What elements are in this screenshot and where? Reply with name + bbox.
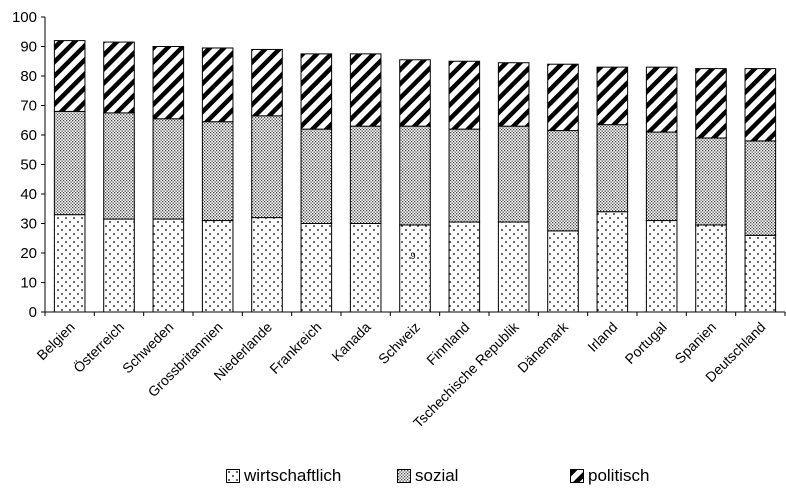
legend-swatch-stripes-icon [570,469,584,483]
x-tick-label: Dänemark [514,318,572,376]
y-tick-label: 70 [20,98,37,115]
bar-segment-wirtschaftlich [300,223,333,313]
bar-segment-sozial [596,124,629,213]
bar-segment-politisch [201,47,234,123]
legend-swatch-dense-icon [397,469,411,483]
bar-segment-wirtschaftlich [152,218,185,313]
x-tick-label: Spanien [671,319,719,367]
legend-item-politisch: politisch [570,466,649,486]
y-tick-label: 80 [20,68,37,85]
y-tick-label: 0 [29,304,37,321]
bar-segment-sozial [201,121,234,222]
x-tick-label: Österreich [69,318,127,376]
bar-segment-wirtschaftlich [497,221,530,313]
bar-segment-sozial [399,125,431,226]
bar-segment-politisch [547,63,579,132]
x-tick-label: Kanada [328,319,374,365]
y-tick-label: 10 [20,275,37,292]
bar-segment-politisch [695,68,727,139]
bar-segment-politisch [53,40,86,112]
bar-segment-wirtschaftlich [596,211,629,313]
bar-segment-politisch [300,53,333,130]
bar-segment-sozial [349,125,382,224]
y-tick-label: 20 [20,245,37,262]
x-tick-label: Finnland [423,319,472,368]
legend-label: politisch [588,466,650,485]
x-tick-label: Frankreich [266,319,324,377]
bar-segment-wirtschaftlich [547,230,579,313]
annotation-text: 9 [410,251,415,261]
bar-segment-wirtschaftlich [399,224,431,313]
bar-segment-politisch [251,48,283,117]
bar-segment-sozial [695,137,727,226]
bar-segment-wirtschaftlich [448,221,481,313]
y-tick-label: 60 [20,127,37,144]
x-tick-label: Portugal [622,319,670,367]
y-tick-label: 90 [20,39,37,56]
bar-segment-wirtschaftlich [645,220,678,313]
bar-segment-politisch [645,66,678,133]
bar-segment-sozial [53,110,86,216]
legend-swatch-dots-icon [226,469,240,483]
bar-segment-sozial [547,130,579,232]
bar-segment-sozial [300,128,333,225]
bar-segment-sozial [497,125,530,223]
bar-segment-wirtschaftlich [103,218,135,313]
bar-segment-wirtschaftlich [744,234,777,313]
bar-segment-politisch [497,62,530,127]
y-tick-label: 30 [20,216,37,233]
legend-label: sozial [415,466,459,485]
bar-segment-sozial [448,128,481,223]
y-tick-label: 40 [20,186,37,203]
bar-segment-sozial [103,112,135,220]
x-tick-label: Belgien [33,319,77,363]
legend-item-sozial: sozial [397,466,458,486]
bar-segment-politisch [744,68,777,142]
bar-segment-sozial [152,118,185,220]
legend-item-wirtschaftlich: wirtschaftlich [226,466,341,486]
bar-segment-politisch [349,53,382,127]
x-tick-label: Irland [584,319,620,355]
y-tick-label: 50 [20,157,37,174]
bar-segment-wirtschaftlich [53,214,86,313]
bar-segment-wirtschaftlich [349,223,382,313]
legend-label: wirtschaftlich [244,466,342,485]
bar-segment-wirtschaftlich [201,220,234,313]
bar-segment-politisch [399,59,431,127]
bar-segment-sozial [645,131,678,222]
bar-segment-sozial [251,115,283,219]
bar-segment-politisch [596,66,629,126]
x-tick-label: Schweiz [375,319,423,367]
bar-segment-politisch [152,46,185,120]
y-tick-label: 100 [12,9,37,26]
bar-segment-politisch [448,60,481,130]
bar-segment-wirtschaftlich [251,217,283,313]
bar-segment-wirtschaftlich [695,224,727,313]
legend: wirtschaftlich sozial politisch [0,466,786,490]
bar-segment-politisch [103,41,135,114]
bar-segment-sozial [744,140,777,236]
